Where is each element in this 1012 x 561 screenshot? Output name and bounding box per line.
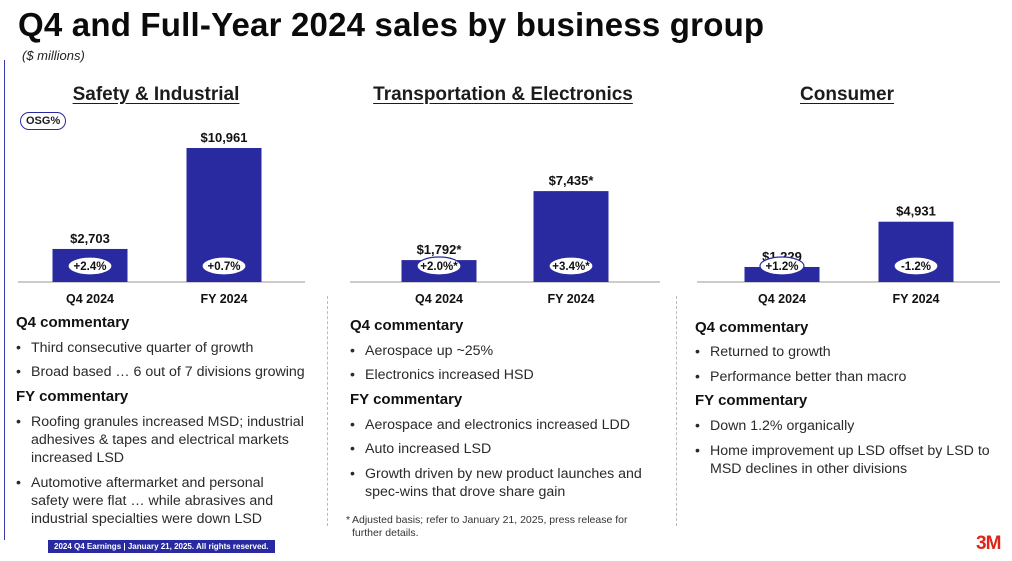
3m-logo: 3M bbox=[976, 533, 1001, 554]
q4-commentary-heading-safety: Q4 commentary bbox=[16, 314, 130, 331]
section-title-safety-industrial: Safety & Industrial bbox=[72, 84, 240, 105]
category-label-2-1: FY 2024 bbox=[892, 292, 939, 306]
fy-commentary-heading-transportation: FY commentary bbox=[350, 391, 463, 408]
page-subtitle: ($ millions) bbox=[22, 48, 85, 63]
category-label-2-0: Q4 2024 bbox=[758, 292, 806, 306]
footnote-marker: * bbox=[346, 514, 351, 526]
growth-label-0-0: +2.4% bbox=[74, 261, 107, 273]
growth-pill-1-1 bbox=[548, 256, 594, 276]
value-label-1-1: $7,435* bbox=[549, 173, 595, 188]
value-label-1-0: $1,792* bbox=[417, 242, 463, 257]
value-label-0-1: $10,961 bbox=[201, 130, 248, 145]
value-label-2-1: $4,931 bbox=[896, 204, 936, 219]
category-label-0-0: Q4 2024 bbox=[66, 292, 114, 306]
value-label-0-0: $2,703 bbox=[70, 231, 110, 246]
fy-bullet-transportation-3: Growth driven by new product launches an… bbox=[350, 465, 645, 501]
growth-label-1-1: +3.4%* bbox=[552, 261, 590, 273]
growth-pill-0-1 bbox=[201, 256, 247, 276]
fy-bullet-transportation-2: Auto increased LSD bbox=[350, 440, 665, 458]
footnote-text: Adjusted basis; refer to January 21, 202… bbox=[352, 514, 628, 539]
fy-bullet-safety-2: Automotive aftermarket and personal safe… bbox=[16, 474, 301, 528]
footer-bar: 2024 Q4 Earnings | January 21, 2025. All… bbox=[48, 540, 275, 553]
q4-bullet-transportation-2: Electronics increased HSD bbox=[350, 366, 665, 384]
column-divider-1 bbox=[327, 296, 328, 526]
growth-label-2-1: -1.2% bbox=[901, 261, 931, 273]
growth-pill-1-0 bbox=[416, 256, 462, 276]
q4-commentary-heading-consumer: Q4 commentary bbox=[695, 319, 809, 336]
page-title: Q4 and Full-Year 2024 sales by business … bbox=[18, 6, 765, 43]
section-title-consumer: Consumer bbox=[800, 84, 894, 105]
q4-bullet-safety-2: Broad based … 6 out of 7 divisions growi… bbox=[16, 363, 326, 381]
fy-bullet-consumer-2: Home improvement up LSD offset by LSD to… bbox=[695, 442, 1000, 478]
q4-commentary-heading-transportation: Q4 commentary bbox=[350, 317, 464, 334]
growth-label-1-0: +2.0%* bbox=[420, 261, 458, 273]
section-title-transportation-electronics: Transportation & Electronics bbox=[373, 84, 633, 105]
category-label-1-0: Q4 2024 bbox=[415, 292, 463, 306]
fy-bullet-transportation-1: Aerospace and electronics increased LDD bbox=[350, 416, 665, 434]
growth-label-2-0: +1.2% bbox=[766, 261, 799, 273]
q4-bullet-consumer-2: Performance better than macro bbox=[695, 368, 1000, 386]
osg-badge: OSG% bbox=[20, 112, 67, 130]
q4-bullet-transportation-1: Aerospace up ~25% bbox=[350, 342, 665, 360]
category-label-0-1: FY 2024 bbox=[200, 292, 247, 306]
growth-label-0-1: +0.7% bbox=[208, 261, 241, 273]
fy-commentary-heading-safety: FY commentary bbox=[16, 388, 129, 405]
fy-bullet-consumer-1: Down 1.2% organically bbox=[695, 417, 1000, 435]
q4-bullet-consumer-1: Returned to growth bbox=[695, 343, 1000, 361]
footnote: * Adjusted basis; refer to January 21, 2… bbox=[346, 514, 657, 540]
q4-bullet-safety-1: Third consecutive quarter of growth bbox=[16, 339, 326, 357]
left-accent-line bbox=[4, 60, 5, 540]
bar-charts: $2,703 +2.4% Q4 2024 $10,961 +0.7% FY 2024 $1,… bbox=[18, 130, 1000, 306]
growth-pill-0-0 bbox=[67, 256, 113, 276]
column-divider-2 bbox=[676, 296, 677, 526]
growth-pill-2-1 bbox=[893, 256, 939, 276]
category-label-1-1: FY 2024 bbox=[547, 292, 594, 306]
fy-commentary-heading-consumer: FY commentary bbox=[695, 392, 808, 409]
fy-bullet-safety-1: Roofing granules increased MSD; industri… bbox=[16, 413, 323, 467]
growth-pill-2-0 bbox=[759, 256, 805, 276]
